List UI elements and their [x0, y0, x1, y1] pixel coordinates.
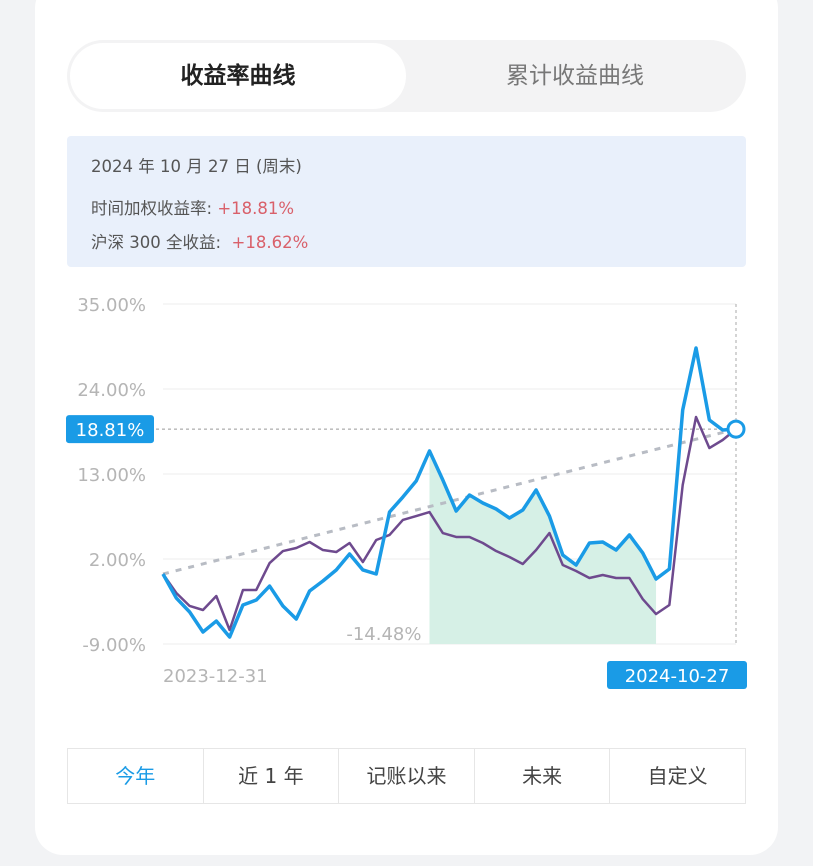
benchmark-label: 沪深 300 全收益: — [91, 233, 222, 252]
range-custom[interactable]: 自定义 — [647, 764, 708, 788]
y-tick-label: -9.00% — [82, 635, 146, 656]
info-panel: 2024 年 10 月 27 日 (周末) 时间加权收益率: +18.81% 沪… — [67, 136, 746, 267]
benchmark-row: 沪深 300 全收益: +18.62% — [91, 229, 308, 253]
twr-label: 时间加权收益率: — [91, 199, 213, 218]
twr-row: 时间加权收益率: +18.81% — [91, 195, 294, 219]
tab-cumulative-return-curve[interactable]: 累计收益曲线 — [506, 63, 644, 89]
x-end-label: 2024-10-27 — [625, 666, 730, 687]
max-drawdown-label: -14.48% — [346, 624, 421, 645]
y-tick-label: 2.00% — [89, 550, 146, 571]
benchmark-line — [161, 415, 737, 632]
return-chart[interactable]: 35.00% 24.00% 13.00% 2.00% -9.00% -14.48% 18.8… — [0, 280, 813, 700]
benchmark-value: +18.62% — [231, 233, 309, 252]
x-start-label: 2023-12-31 — [163, 666, 268, 687]
x-end-badge — [607, 661, 747, 689]
range-last-1-year[interactable]: 近 1 年 — [204, 749, 340, 803]
range-future[interactable]: 未来 — [475, 749, 611, 803]
range-this-year[interactable]: 今年 — [68, 749, 204, 803]
drawdown-area — [429, 450, 657, 644]
portfolio-line — [161, 346, 737, 639]
selected-date: 2024 年 10 月 27 日 (周末) — [91, 157, 302, 176]
current-value-label: 18.81% — [76, 420, 145, 441]
current-point-marker — [726, 419, 746, 439]
range-since-start[interactable]: 记账以来 — [339, 749, 475, 803]
current-value-badge — [66, 415, 154, 444]
y-tick-label: 13.00% — [77, 465, 146, 486]
chart-type-tabs: 收益率曲线 累计收益曲线 — [67, 40, 746, 112]
y-tick-label: 24.00% — [77, 380, 146, 401]
y-tick-label: 35.00% — [77, 295, 146, 316]
twr-value: +18.81% — [217, 199, 295, 218]
time-range-selector: 今年 近 1 年 记账以来 未来 自定义 — [67, 748, 746, 804]
tab-return-rate-curve[interactable]: 收益率曲线 — [70, 43, 406, 109]
